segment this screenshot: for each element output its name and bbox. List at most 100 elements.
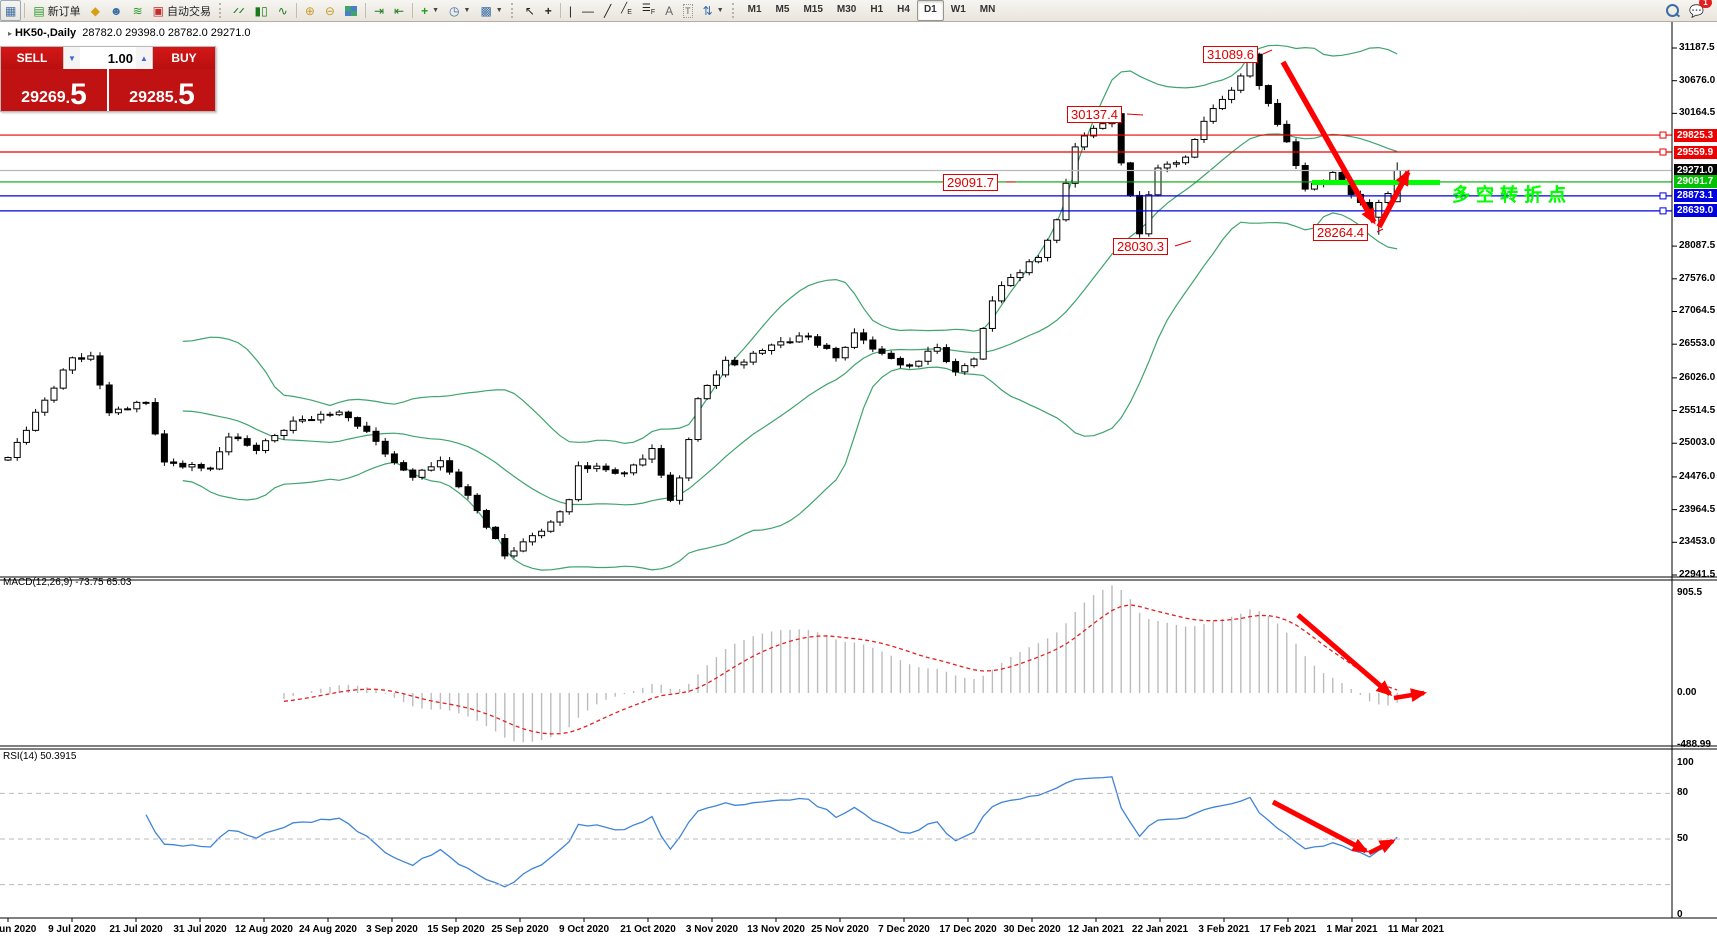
arrows-tool-icon[interactable]: ⇅ ▼ <box>702 3 724 18</box>
price-annotation-label[interactable]: 31089.6 <box>1203 46 1258 63</box>
line-chart-icon[interactable]: ∿ <box>277 3 288 18</box>
price-axis-tick: 26553.0 <box>1679 338 1716 350</box>
time-axis-tick: 25 Nov 2020 <box>811 924 869 935</box>
price-level-tag[interactable]: 28639.0 <box>1674 204 1717 218</box>
time-axis-tick: 9 Oct 2020 <box>558 924 610 935</box>
cursor-tool-icon[interactable]: ↖ <box>524 3 535 18</box>
time-axis-tick: 21 Oct 2020 <box>620 924 676 935</box>
time-axis-tick: 17 Feb 2021 <box>1259 924 1317 935</box>
community-icon[interactable]: ☻ <box>109 3 123 18</box>
macd-axis-tick: -488.99 <box>1677 739 1711 750</box>
periods-icon[interactable]: ◷ ▼ <box>449 3 471 18</box>
chart-template-icon[interactable]: ▩ ▼ <box>480 3 503 18</box>
timeframe-button-mn[interactable]: MN <box>979 4 996 15</box>
price-axis-tick: 23453.0 <box>1679 536 1716 548</box>
metaeditor-icon[interactable]: ◆ <box>90 3 100 18</box>
buy-price[interactable]: 29285. 5 <box>109 69 215 111</box>
chart-title: ▸ HK50-,Daily 28782.0 29398.0 28782.0 292… <box>8 27 251 39</box>
timeframe-button-d1[interactable]: D1 <box>916 0 944 21</box>
price-level-tag[interactable]: 28873.1 <box>1674 189 1717 203</box>
time-axis-tick: 24 Aug 2020 <box>299 924 357 935</box>
price-axis-tick: 26026.0 <box>1679 371 1716 383</box>
symbol-period-label: HK50-,Daily <box>15 27 77 39</box>
text-tool-icon[interactable]: A <box>665 3 674 18</box>
volume-input[interactable] <box>80 47 136 69</box>
price-axis-tick: 30676.0 <box>1679 74 1716 86</box>
timeframe-button-h4[interactable]: H4 <box>897 4 910 15</box>
timeframe-button-m30[interactable]: M30 <box>836 4 857 15</box>
time-axis-tick: 1 Mar 2021 <box>1326 924 1378 935</box>
trendline-tool-icon[interactable]: ╱ <box>603 3 612 18</box>
price-annotation-label[interactable]: 28030.3 <box>1113 238 1168 255</box>
candlestick-chart-icon[interactable]: ▮▯ <box>254 3 268 18</box>
sell-button[interactable]: SELL <box>1 47 63 69</box>
turning-point-annotation[interactable]: 多空转折点 <box>1452 185 1572 205</box>
time-axis-tick: 31 Jul 2020 <box>173 924 227 935</box>
new-order-label: 新订单 <box>47 5 81 18</box>
fibonacci-tool-icon[interactable]: ☰F <box>641 2 656 16</box>
bar-chart-icon[interactable]: 𝄍𝄍 <box>232 3 245 18</box>
time-axis-tick: 21 Jul 2020 <box>109 924 163 935</box>
volume-increase-button[interactable]: ▲ <box>136 47 152 69</box>
time-axis-tick: 25 Jun 2020 <box>0 924 37 935</box>
time-axis-tick: 15 Sep 2020 <box>427 924 485 935</box>
notification-badge: 1 <box>1699 0 1712 8</box>
zoom-in-icon[interactable]: ⊕ <box>304 3 315 18</box>
main-toolbar: ▦ ▤ 新订单 ◆ ☻ ≋ ▣ 自动交易 𝄍𝄍 ▮▯ ∿ ⊕ ⊖ ⇥ ⇤ + ▼ … <box>0 0 1717 22</box>
autotrading-icon: ▣ <box>152 3 164 18</box>
chart-shift-icon[interactable]: ⇤ <box>394 3 405 18</box>
timeframe-button-m5[interactable]: M5 <box>775 4 790 15</box>
timeframe-button-m1[interactable]: M1 <box>747 4 762 15</box>
time-axis-tick: 30 Dec 2020 <box>1003 924 1061 935</box>
autotrading-button[interactable]: ▣ 自动交易 <box>148 0 216 21</box>
search-icon[interactable] <box>1661 0 1684 21</box>
one-click-trading-widget: SELL ▼ ▲ BUY 29269.5 29285.5 <box>0 46 216 112</box>
volume-decrease-button[interactable]: ▼ <box>64 47 80 69</box>
timeframe-button-m15[interactable]: M15 <box>803 4 823 15</box>
rsi-axis-tick: 0 <box>1677 909 1683 920</box>
time-axis-tick: 3 Nov 2020 <box>685 924 739 935</box>
timeframe-button-w1[interactable]: W1 <box>950 4 966 15</box>
auto-scroll-icon[interactable]: ⇥ <box>373 3 385 18</box>
signals-icon[interactable]: ≋ <box>132 3 143 18</box>
vertical-line-tool-icon[interactable]: | <box>568 3 572 18</box>
horizontal-line-tool-icon[interactable]: — <box>581 3 594 18</box>
price-level-tag[interactable]: 29271.0 <box>1674 163 1717 177</box>
price-annotation-label[interactable]: 28264.4 <box>1313 224 1368 241</box>
new-order-button[interactable]: ▤ 新订单 <box>28 0 85 21</box>
chart-expand-icon[interactable]: ▸ <box>8 29 13 38</box>
time-axis-tick: 12 Aug 2020 <box>235 924 293 935</box>
indicators-icon[interactable]: + ▼ <box>421 3 440 18</box>
macd-label: MACD(12,26,9) -73.75 65.03 <box>3 577 132 588</box>
price-level-tag[interactable]: 29825.3 <box>1674 128 1717 142</box>
zoom-out-icon[interactable]: ⊖ <box>324 3 335 18</box>
price-annotation-label[interactable]: 30137.4 <box>1067 106 1122 123</box>
macd-axis-tick: 905.5 <box>1677 587 1703 598</box>
chart-profile-icon[interactable]: ▦ <box>0 0 22 21</box>
autotrading-label: 自动交易 <box>166 5 211 18</box>
time-axis-tick: 11 Mar 2021 <box>1387 924 1445 935</box>
time-axis-tick: 3 Feb 2021 <box>1198 924 1250 935</box>
crosshair-tool-icon[interactable]: + <box>544 3 552 18</box>
time-axis-tick: 3 Sep 2020 <box>366 924 418 935</box>
price-axis-tick: 27576.0 <box>1679 272 1716 284</box>
price-axis-tick: 25514.5 <box>1679 404 1716 416</box>
price-level-tag[interactable]: 29091.7 <box>1674 175 1717 189</box>
notifications-icon[interactable]: 💬 1 <box>1684 0 1712 21</box>
price-level-tag[interactable]: 29559.9 <box>1674 145 1717 159</box>
price-axis-tick: 22941.5 <box>1679 568 1716 580</box>
rsi-axis-tick: 100 <box>1677 757 1694 768</box>
timeframe-button-h1[interactable]: H1 <box>870 4 884 15</box>
tile-windows-icon[interactable] <box>340 0 362 21</box>
price-axis-tick: 30164.5 <box>1679 107 1716 119</box>
new-order-icon: ▤ <box>33 3 45 18</box>
buy-button[interactable]: BUY <box>153 47 215 69</box>
text-label-tool-icon[interactable]: T <box>683 3 693 18</box>
price-axis-tick: 25003.0 <box>1679 437 1716 449</box>
sell-price[interactable]: 29269. 5 <box>1 69 107 111</box>
price-annotation-label[interactable]: 29091.7 <box>943 174 998 191</box>
equidistant-channel-tool-icon[interactable]: ╱E <box>621 2 632 16</box>
rsi-axis-tick: 50 <box>1677 833 1689 844</box>
